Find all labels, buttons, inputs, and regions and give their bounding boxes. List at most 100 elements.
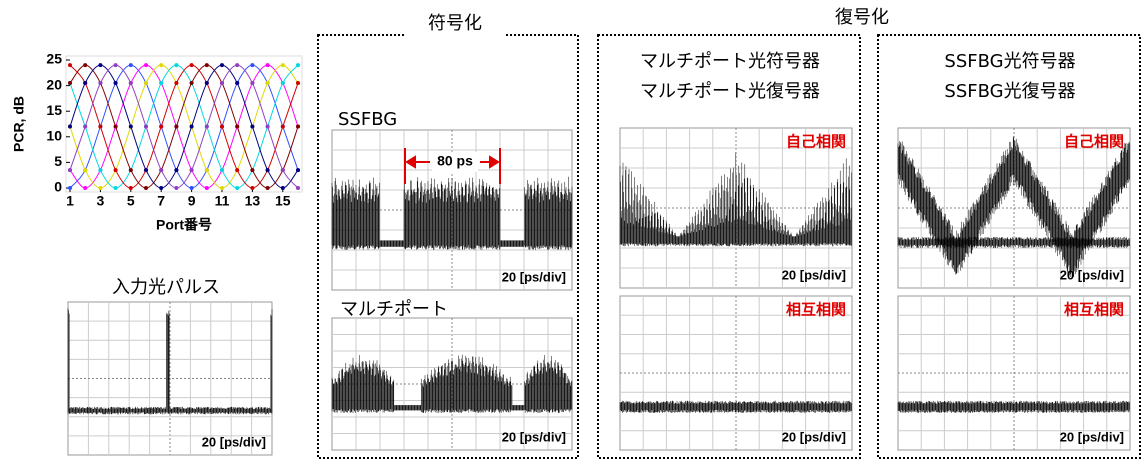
series-line	[70, 65, 298, 188]
data-point	[114, 63, 118, 67]
series-line	[70, 65, 298, 188]
data-point	[205, 186, 209, 190]
data-point	[68, 168, 72, 172]
data-point	[266, 81, 270, 85]
data-point	[174, 186, 178, 190]
y-tick-label: 20	[46, 76, 62, 92]
data-point	[83, 63, 87, 67]
correlation-label: 自己相関	[786, 133, 846, 151]
data-point	[129, 168, 133, 172]
y-tick-label: 0	[54, 179, 62, 195]
y-tick-label: 15	[46, 102, 62, 118]
data-point	[220, 81, 224, 85]
data-point	[235, 168, 239, 172]
panel-title: SSFBG光復号器	[944, 81, 1075, 102]
data-point	[281, 125, 285, 129]
data-point	[266, 63, 270, 67]
data-point	[129, 186, 133, 190]
data-point	[68, 125, 72, 129]
data-point	[98, 168, 102, 172]
data-point	[266, 186, 270, 190]
data-point	[205, 168, 209, 172]
x-tick-label: 11	[215, 193, 230, 209]
data-point	[144, 81, 148, 85]
panel-title: 入力光パルス	[112, 277, 220, 298]
data-point	[114, 81, 118, 85]
data-point	[296, 125, 300, 129]
data-point	[190, 186, 194, 190]
series-line	[70, 65, 298, 188]
correlation-label: 自己相関	[1064, 133, 1124, 151]
x-tick-label: 5	[127, 193, 135, 209]
data-point	[296, 186, 300, 190]
x-tick-label: 15	[275, 193, 291, 209]
y-tick-label: 25	[46, 51, 62, 67]
data-point	[235, 63, 239, 67]
scale-label: 20 [ps/div]	[1060, 429, 1124, 444]
data-point	[144, 186, 148, 190]
data-point	[266, 168, 270, 172]
data-point	[174, 81, 178, 85]
data-point	[296, 81, 300, 85]
x-tick-label: 9	[188, 193, 196, 209]
data-point	[83, 168, 87, 172]
y-axis-label: PCR, dB	[11, 96, 27, 152]
data-point	[266, 125, 270, 129]
data-point	[235, 125, 239, 129]
panel-title: SSFBG	[338, 109, 397, 130]
scale-label: 20 [ps/div]	[782, 267, 846, 282]
x-axis-label: Port番号	[156, 217, 212, 233]
data-point	[205, 125, 209, 129]
panel-title: マルチポート光復号器	[640, 81, 820, 102]
series-line	[70, 65, 298, 188]
data-point	[174, 63, 178, 67]
data-point	[250, 125, 254, 129]
data-point	[83, 125, 87, 129]
x-tick-label: 13	[245, 193, 261, 209]
data-point	[68, 186, 72, 190]
data-point	[250, 168, 254, 172]
data-point	[159, 168, 163, 172]
scale-label: 20 [ps/div]	[502, 269, 566, 284]
data-point	[159, 186, 163, 190]
data-point	[190, 63, 194, 67]
data-point	[129, 63, 133, 67]
data-point	[220, 186, 224, 190]
data-point	[296, 168, 300, 172]
data-point	[250, 186, 254, 190]
data-point	[98, 186, 102, 190]
data-point	[159, 63, 163, 67]
series-line	[70, 65, 298, 188]
data-point	[114, 168, 118, 172]
data-point	[235, 186, 239, 190]
data-point	[220, 168, 224, 172]
data-point	[281, 168, 285, 172]
data-point	[129, 125, 133, 129]
data-point	[281, 81, 285, 85]
series-line	[70, 65, 298, 188]
data-point	[250, 81, 254, 85]
data-point	[98, 125, 102, 129]
heading: 復号化	[835, 7, 889, 28]
data-point	[68, 63, 72, 67]
data-point	[144, 125, 148, 129]
heading: 符号化	[428, 13, 482, 34]
y-tick-label: 10	[46, 128, 62, 144]
data-point	[144, 63, 148, 67]
data-point	[68, 81, 72, 85]
series-line	[70, 65, 298, 188]
data-point	[98, 81, 102, 85]
scale-label: 20 [ps/div]	[202, 434, 266, 449]
data-point	[83, 81, 87, 85]
data-point	[281, 63, 285, 67]
data-point	[190, 125, 194, 129]
annotation: 80 ps	[437, 153, 473, 169]
data-point	[114, 186, 118, 190]
data-point	[220, 125, 224, 129]
data-point	[296, 63, 300, 67]
data-point	[144, 168, 148, 172]
data-point	[190, 168, 194, 172]
data-point	[98, 63, 102, 67]
data-point	[281, 186, 285, 190]
